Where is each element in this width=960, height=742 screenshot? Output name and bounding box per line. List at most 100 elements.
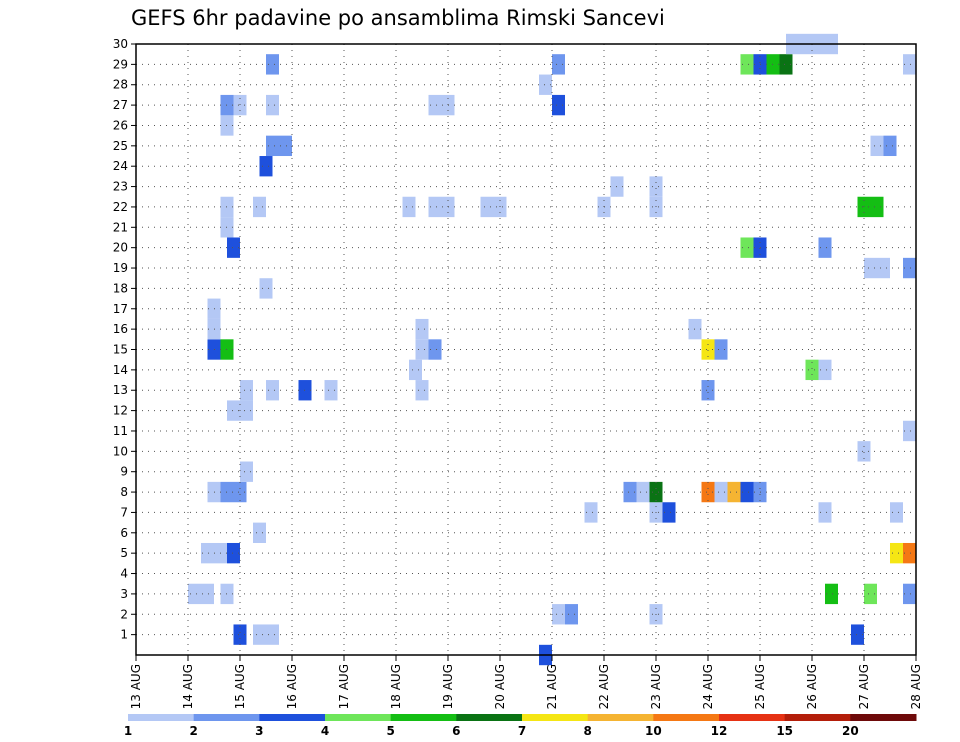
legend-label: 6 [452, 724, 460, 738]
ensemble-cell [552, 604, 565, 625]
legend-label: 5 [386, 724, 394, 738]
x-tick-label: 17 AUG [337, 664, 351, 709]
x-tick-label: 19 AUG [441, 664, 455, 709]
y-tick-label: 19 [113, 261, 128, 275]
ensemble-cell [890, 542, 903, 564]
ensemble-cell [623, 481, 637, 503]
ensemble-cell [415, 339, 429, 360]
color-legend: 1 2 3 4 5 6 7 8 10 12 15 20 [124, 714, 917, 738]
legend-swatch [128, 714, 195, 721]
ensemble-cell [649, 481, 663, 503]
legend-label: 8 [583, 724, 591, 738]
ensemble-cell [253, 624, 266, 645]
ensemble-cell [818, 502, 832, 523]
ensemble-cell [402, 196, 416, 218]
legend-label: 2 [189, 724, 197, 738]
y-tick-label: 18 [113, 281, 128, 295]
ensemble-cell [649, 176, 663, 197]
ensemble-cell [662, 502, 676, 523]
legend-swatch [850, 714, 917, 721]
ensemble-cell [701, 481, 715, 503]
ensemble-cell [864, 583, 877, 605]
ensemble-cell [714, 339, 728, 360]
y-tick-label: 15 [113, 343, 128, 357]
legend-swatch [193, 714, 260, 721]
legend-swatch [259, 714, 326, 721]
ensemble-cell [240, 400, 253, 421]
ensemble-cell [740, 237, 754, 258]
ensemble-cell [857, 441, 871, 462]
ensemble-cell [883, 135, 897, 157]
x-tick-label: 16 AUG [285, 664, 299, 709]
y-tick-label: 22 [113, 200, 128, 214]
ensemble-cell [259, 156, 273, 177]
ensemble-cell [266, 380, 279, 401]
ensemble-cell [890, 502, 903, 523]
x-tick-label: 22 AUG [597, 664, 611, 709]
legend-swatch [719, 714, 786, 721]
ensemble-cell [903, 583, 916, 605]
x-tick-label: 26 AUG [805, 664, 819, 709]
ensemble-cell [818, 237, 832, 258]
ensemble-cell [870, 135, 884, 157]
ensemble-cell [266, 624, 279, 645]
ensemble-cell [233, 481, 247, 503]
ensemble-cell [552, 54, 565, 75]
ensemble-cell [903, 420, 916, 442]
y-tick-label: 28 [113, 78, 128, 92]
legend-swatch [587, 714, 654, 721]
ensemble-cell [253, 522, 266, 543]
ensemble-cell [552, 94, 565, 116]
y-tick-label: 27 [113, 98, 128, 112]
ensemble-cell [805, 359, 819, 381]
ensemble-cell [701, 339, 715, 360]
x-tick-label: 28 AUG [909, 664, 923, 709]
ensemble-cell [851, 624, 864, 645]
ensemble-cells [188, 33, 916, 666]
y-tick-label: 10 [113, 444, 128, 458]
y-tick-label: 26 [113, 118, 128, 132]
ensemble-cell [233, 94, 247, 116]
legend-label: 12 [711, 724, 728, 738]
x-tick-label: 27 AUG [857, 664, 871, 709]
legend-swatch [456, 714, 523, 721]
x-tick-label: 15 AUG [233, 664, 247, 709]
ensemble-cell [266, 54, 279, 75]
ensemble-cell [903, 542, 916, 564]
legend-label: 3 [255, 724, 263, 738]
ensemble-cell [903, 54, 916, 75]
ensemble-cell [727, 481, 741, 503]
ensemble-cell [903, 257, 916, 279]
ensemble-cell [565, 604, 578, 625]
y-tick-label: 14 [113, 363, 128, 377]
ensemble-cell [227, 542, 240, 564]
ensemble-cell [279, 135, 292, 157]
y-tick-label: 29 [113, 57, 128, 71]
y-tick-label: 21 [113, 220, 128, 234]
chart-title: GEFS 6hr padavine po ansamblima Rimski S… [131, 6, 665, 30]
ensemble-cell [480, 196, 494, 218]
ensemble-cell [227, 400, 240, 421]
y-tick-label: 24 [113, 159, 128, 173]
legend-label: 15 [776, 724, 793, 738]
ensemble-cell [779, 54, 793, 75]
y-tick-label: 7 [120, 505, 128, 519]
legend-swatch [325, 714, 392, 721]
x-tick-label: 21 AUG [545, 664, 559, 709]
legend-label: 4 [321, 724, 329, 738]
legend-label: 20 [842, 724, 859, 738]
ensemble-cell [818, 359, 832, 381]
y-tick-label: 11 [113, 424, 128, 438]
y-tick-label: 4 [120, 567, 128, 581]
y-tick-label: 1 [120, 628, 128, 642]
ensemble-cell [584, 502, 598, 523]
ensemble-cell [870, 196, 884, 218]
ensemble-cell [714, 481, 728, 503]
ensemble-cell [864, 257, 877, 279]
legend-swatch [653, 714, 720, 721]
y-tick-label: 30 [113, 37, 128, 51]
y-tick-label: 2 [120, 607, 128, 621]
legend-swatch [390, 714, 457, 721]
ensemble-cell [240, 380, 253, 401]
